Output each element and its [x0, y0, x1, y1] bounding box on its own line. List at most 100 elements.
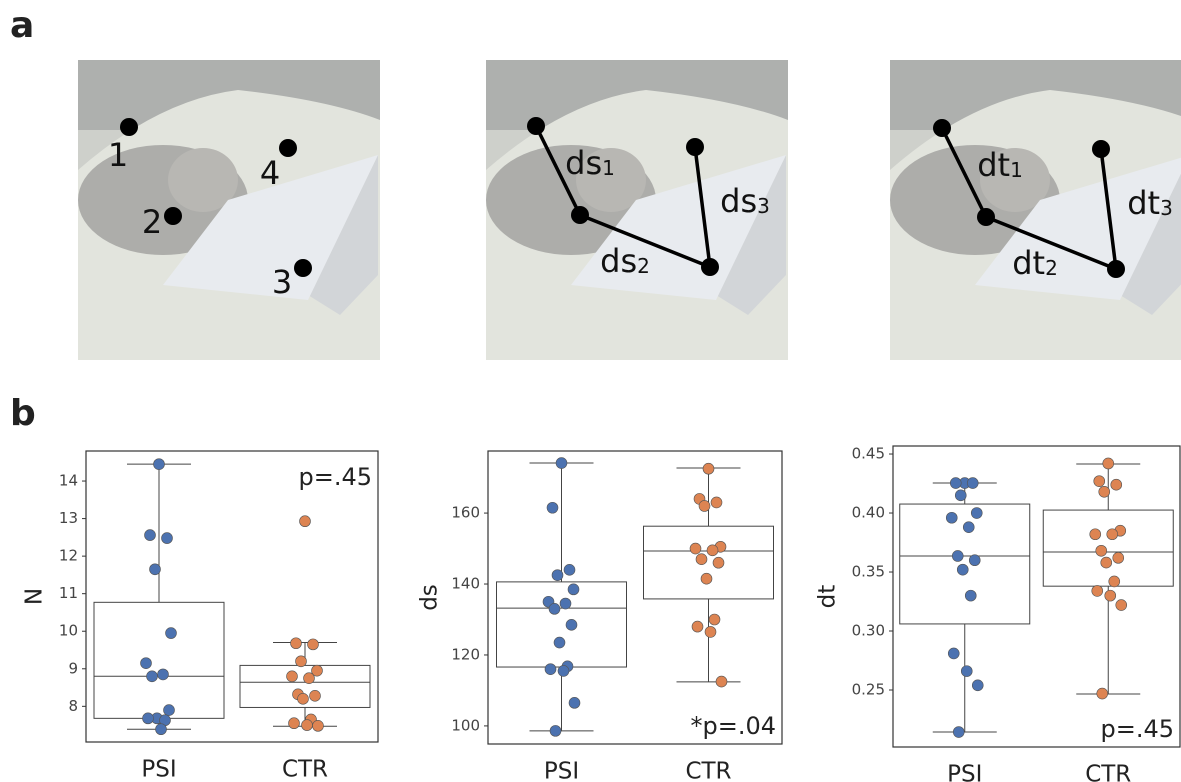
point — [967, 478, 978, 489]
point — [969, 555, 980, 566]
point — [946, 512, 957, 523]
point — [692, 621, 703, 632]
point — [310, 690, 321, 701]
keypoint — [933, 119, 951, 137]
point — [953, 727, 964, 738]
y-tick-label: 10 — [59, 622, 78, 640]
y-tick-label: 14 — [59, 472, 78, 490]
distance-subscript: 3 — [757, 194, 770, 218]
distance-subscript: 1 — [1010, 158, 1023, 182]
point — [1105, 590, 1116, 601]
distance-name: dt — [1127, 184, 1160, 222]
point — [300, 516, 311, 527]
point — [696, 554, 707, 565]
point — [162, 533, 173, 544]
point — [296, 656, 307, 667]
distance-subscript: 2 — [1045, 256, 1058, 280]
point — [302, 720, 313, 731]
point — [699, 500, 710, 511]
point — [1101, 557, 1112, 568]
point — [690, 543, 701, 554]
point — [147, 671, 158, 682]
point — [965, 590, 976, 601]
y-tick-label: 120 — [451, 645, 480, 663]
keypoint-label: 1 — [108, 136, 128, 174]
point — [955, 490, 966, 501]
box — [644, 526, 774, 599]
point — [705, 626, 716, 637]
point — [703, 463, 714, 474]
p-value-annotation: p=.45 — [298, 463, 372, 491]
point — [164, 705, 175, 716]
x-tick-label: PSI — [947, 762, 982, 782]
point — [948, 648, 959, 659]
p-value-annotation: *p=.04 — [690, 712, 776, 740]
keypoint — [527, 117, 545, 135]
distance-name: ds — [565, 144, 602, 182]
distance-subscript: 1 — [602, 156, 615, 180]
point — [158, 669, 169, 680]
point — [952, 550, 963, 561]
distance-name: ds — [720, 182, 757, 220]
point — [141, 658, 152, 669]
y-axis-label: ds — [417, 584, 443, 611]
keypoint — [120, 118, 138, 136]
keypoint-label: 3 — [272, 263, 292, 301]
y-axis-label: dt — [815, 585, 841, 609]
point — [569, 697, 580, 708]
point — [166, 628, 177, 639]
x-tick-label: PSI — [544, 759, 579, 782]
point — [961, 666, 972, 677]
point — [709, 614, 720, 625]
point — [156, 724, 167, 735]
y-tick-label: 9 — [68, 659, 78, 677]
point — [554, 637, 565, 648]
point — [545, 664, 556, 675]
point — [957, 564, 968, 575]
point — [287, 671, 298, 682]
y-tick-label: 13 — [59, 509, 78, 527]
point — [713, 557, 724, 568]
point — [1103, 458, 1114, 469]
y-tick-label: 11 — [59, 584, 78, 602]
point — [289, 718, 300, 729]
x-tick-label: CTR — [1085, 762, 1131, 782]
point — [558, 665, 569, 676]
point — [550, 725, 561, 736]
point — [972, 680, 983, 691]
point — [556, 458, 567, 469]
y-axis-label: N — [22, 588, 48, 605]
panel-label: a — [10, 5, 34, 46]
figure: a b 1423ds1ds2ds3dt1dt2dt3 891011121314N… — [0, 0, 1181, 782]
point — [150, 564, 161, 575]
point — [547, 502, 558, 513]
point — [1111, 479, 1122, 490]
photo-fade — [78, 60, 380, 360]
box — [94, 602, 224, 718]
keypoint — [571, 206, 589, 224]
point — [143, 713, 154, 724]
y-tick-label: 160 — [451, 504, 480, 522]
p-value-annotation: p=.45 — [1100, 715, 1174, 743]
y-tick-label: 0.30 — [852, 622, 885, 640]
y-tick-label: 0.40 — [852, 504, 885, 522]
point — [568, 584, 579, 595]
keypoint-label: 2 — [142, 203, 162, 241]
point — [308, 639, 319, 650]
point — [1113, 552, 1124, 563]
x-tick-label: CTR — [282, 757, 328, 782]
keypoint — [701, 258, 719, 276]
keypoint-label: 4 — [260, 154, 280, 192]
box — [900, 504, 1030, 624]
point — [963, 522, 974, 533]
point — [298, 693, 309, 704]
box — [497, 582, 627, 667]
y-tick-label: 0.45 — [852, 445, 885, 463]
photo — [78, 60, 380, 360]
point — [1116, 600, 1127, 611]
y-tick-label: 100 — [451, 716, 480, 734]
point — [1107, 529, 1118, 540]
point — [701, 573, 712, 584]
keypoint — [279, 139, 297, 157]
